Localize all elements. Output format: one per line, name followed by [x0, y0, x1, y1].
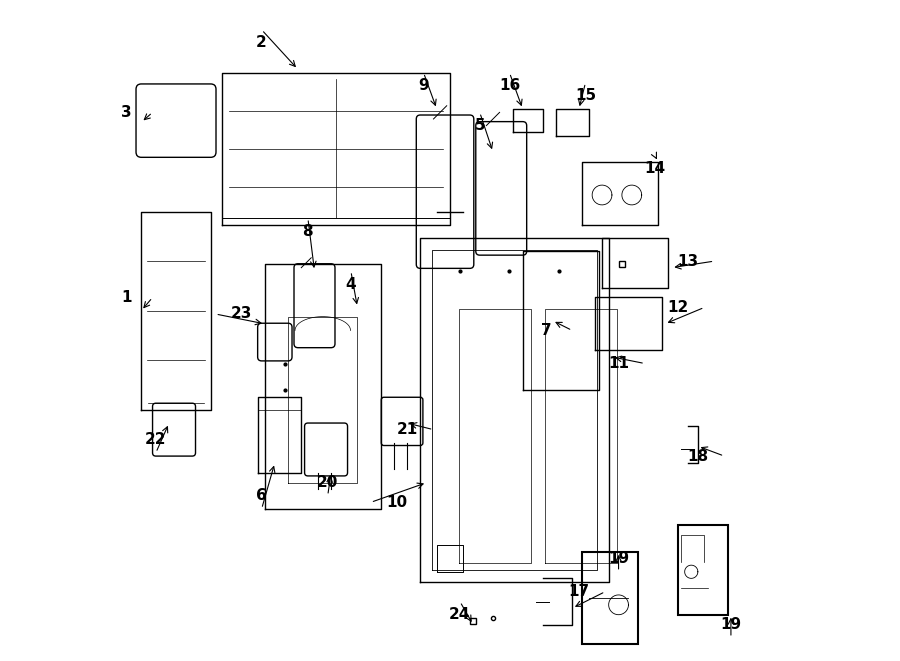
- Text: 12: 12: [668, 300, 688, 315]
- Text: 3: 3: [121, 105, 131, 120]
- FancyBboxPatch shape: [257, 323, 292, 361]
- Text: 16: 16: [499, 79, 520, 93]
- Text: 19: 19: [720, 617, 742, 632]
- FancyBboxPatch shape: [153, 403, 195, 456]
- Text: 15: 15: [575, 89, 596, 103]
- Text: 8: 8: [302, 224, 313, 239]
- Bar: [678, 525, 727, 615]
- Text: 11: 11: [608, 356, 629, 371]
- Text: 14: 14: [644, 161, 665, 176]
- Text: 19: 19: [608, 551, 629, 566]
- FancyBboxPatch shape: [382, 397, 423, 446]
- Text: 22: 22: [145, 432, 166, 447]
- FancyBboxPatch shape: [304, 423, 347, 476]
- Text: 5: 5: [474, 118, 485, 133]
- Text: 13: 13: [678, 254, 698, 268]
- Text: 23: 23: [231, 307, 253, 321]
- Text: 1: 1: [121, 290, 131, 305]
- Text: 24: 24: [449, 607, 471, 622]
- FancyBboxPatch shape: [294, 264, 335, 348]
- FancyBboxPatch shape: [476, 122, 526, 255]
- Text: 21: 21: [396, 422, 418, 437]
- Text: 18: 18: [688, 449, 708, 463]
- Text: 17: 17: [568, 584, 590, 599]
- Text: 2: 2: [256, 36, 267, 50]
- Text: 20: 20: [317, 475, 338, 490]
- Text: 9: 9: [418, 79, 429, 93]
- Text: 6: 6: [256, 488, 267, 503]
- Text: 7: 7: [541, 323, 551, 338]
- FancyBboxPatch shape: [417, 115, 473, 268]
- Text: 10: 10: [387, 495, 408, 510]
- Text: 4: 4: [346, 277, 356, 292]
- FancyBboxPatch shape: [136, 84, 216, 157]
- Bar: [582, 552, 638, 644]
